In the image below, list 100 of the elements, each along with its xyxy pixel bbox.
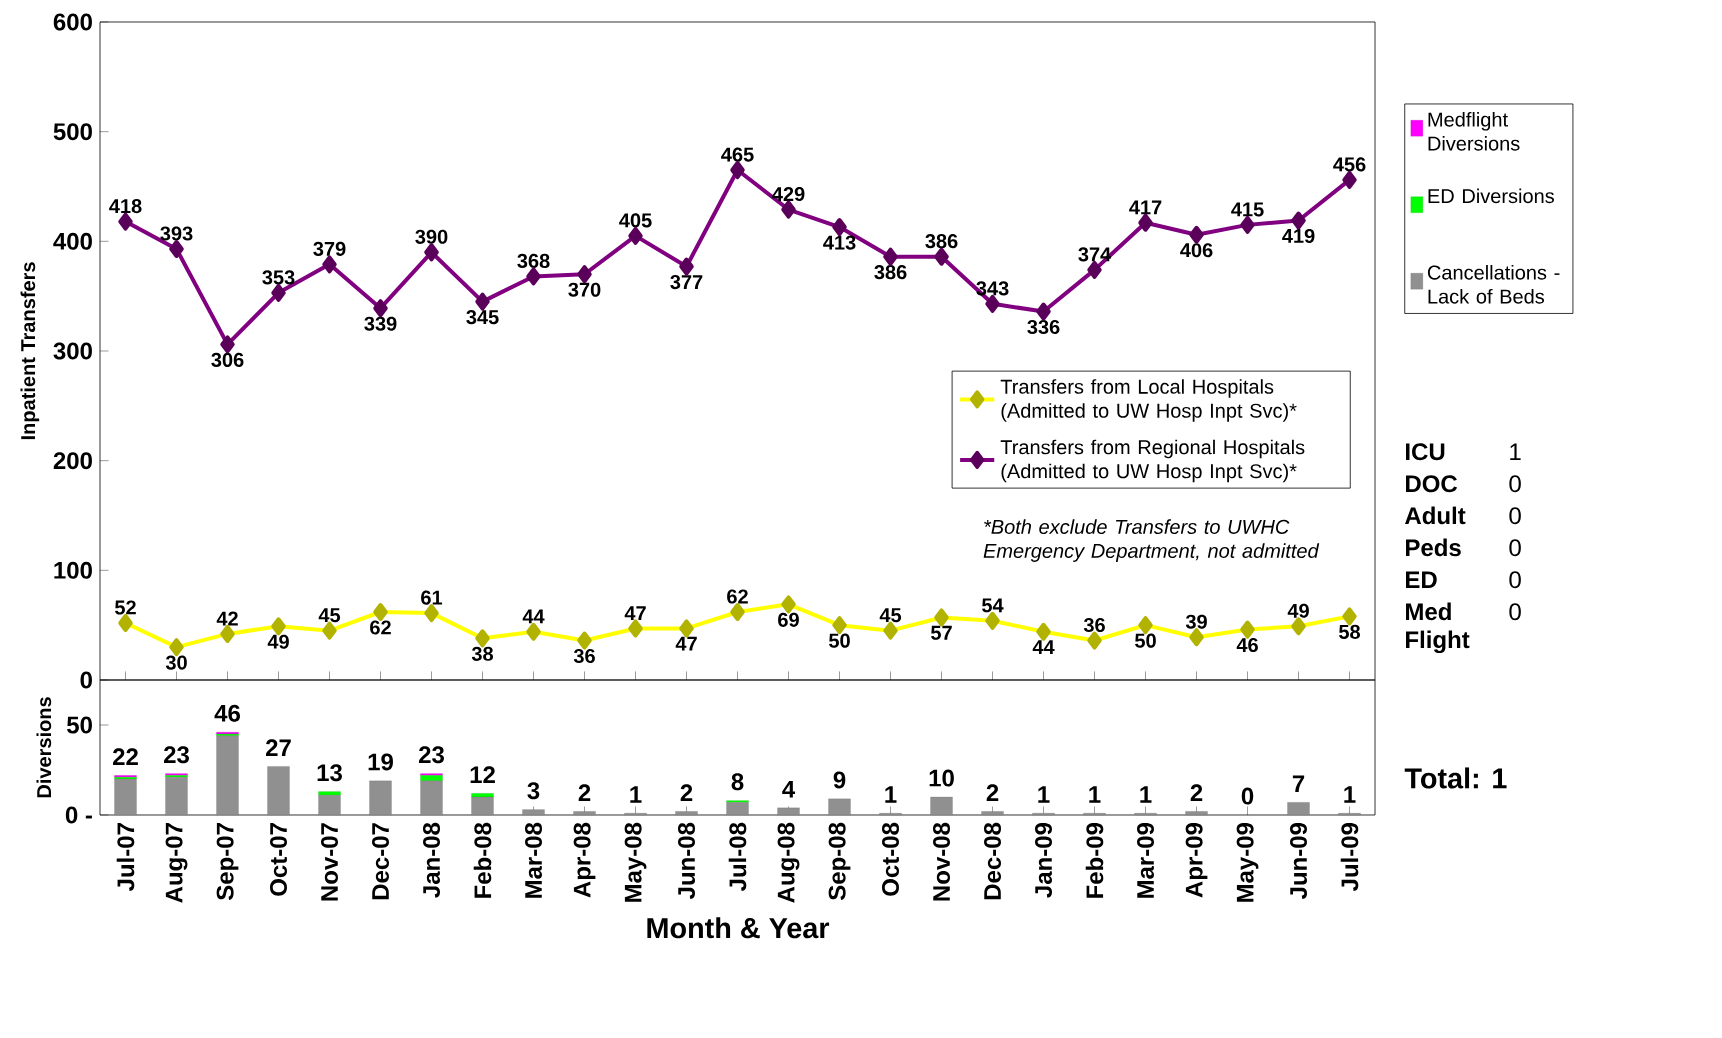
- data-label: 390: [415, 229, 448, 244]
- y-tick-label: 300: [53, 342, 92, 360]
- legend-label: Medflight Diversions: [1428, 111, 1520, 151]
- data-label: 418: [109, 199, 142, 214]
- data-label: 377: [670, 274, 703, 290]
- y-tick-label: 50: [66, 716, 92, 734]
- data-label: 345: [466, 310, 499, 325]
- total-label: 10: [929, 769, 954, 787]
- data-label: 336: [1027, 319, 1060, 335]
- data-label: 419: [1282, 228, 1315, 244]
- data-label: 36: [573, 648, 595, 664]
- text: 0: [1509, 507, 1521, 525]
- data-label: 47: [624, 606, 646, 621]
- total-label: 23: [419, 746, 444, 764]
- y-tick-label: 600: [53, 13, 92, 31]
- x-tick-label: Mar-09: [1137, 822, 1154, 898]
- y-tick-label: 100: [54, 561, 92, 579]
- text: Peds: [1406, 538, 1461, 557]
- data-label: 415: [1231, 202, 1264, 217]
- legend-label: Cancellations - Lack of Beds: [1427, 264, 1560, 304]
- x-tick-label: Oct-08: [882, 822, 899, 896]
- y-tick-label: 0 -: [65, 806, 92, 824]
- y-tick-label: 200: [53, 452, 92, 470]
- x-tick-label: Dec-07: [372, 823, 389, 900]
- x-axis-title: Month & Year: [647, 917, 830, 939]
- x-tick-label: Jul-09: [1340, 822, 1359, 892]
- y-tick-label: 400: [53, 232, 92, 250]
- data-label: 429: [772, 186, 805, 202]
- text: 0: [1509, 475, 1521, 493]
- total-label: 27: [266, 739, 291, 756]
- total-label: 1: [1140, 786, 1152, 803]
- x-tick-label: May-09: [1236, 822, 1259, 902]
- data-label: 405: [619, 213, 652, 228]
- y-axis-title: Diversions: [36, 697, 52, 798]
- total-label: 2: [986, 784, 999, 801]
- data-label: 50: [829, 633, 850, 648]
- x-tick-label: Oct-07: [270, 823, 287, 896]
- data-label: 368: [517, 253, 550, 269]
- total-label: 1: [630, 786, 642, 803]
- data-label: 49: [267, 634, 289, 649]
- x-tick-label: Nov-07: [321, 823, 338, 901]
- x-tick-label: Feb-08: [473, 822, 492, 898]
- data-label: 54: [982, 598, 1004, 613]
- total-label: 1: [885, 786, 897, 803]
- text: ED: [1406, 571, 1437, 588]
- x-tick-label: Dec-08: [984, 822, 1001, 900]
- data-label: 49: [1287, 603, 1309, 618]
- data-label: 42: [216, 611, 238, 626]
- data-label: 374: [1078, 247, 1112, 262]
- x-tick-label: Jun-08: [678, 822, 695, 900]
- total-label: 23: [164, 746, 189, 764]
- data-label: 36: [1083, 617, 1105, 633]
- data-label: 386: [925, 234, 958, 249]
- data-label: 50: [1135, 633, 1156, 648]
- text: Adult: [1405, 506, 1466, 525]
- data-label: 62: [370, 620, 391, 635]
- data-label: 46: [1236, 637, 1258, 653]
- x-tick-label: Sep-07: [216, 823, 239, 901]
- total-label: 0: [1241, 787, 1254, 805]
- data-label: 406: [1180, 243, 1213, 258]
- legend-label: Transfers from Local Hospitals (Admitted to UW Hosp Inpt Svc)*: [1000, 379, 1297, 422]
- total-label: 1: [1344, 786, 1356, 803]
- y-tick-label: 0: [80, 671, 92, 689]
- x-tick-label: Apr-08: [573, 822, 596, 898]
- total-label: 19: [368, 753, 393, 771]
- data-label: 30: [165, 655, 187, 670]
- data-label: 61: [421, 590, 443, 605]
- text: Med Flight: [1406, 602, 1470, 654]
- data-label: 386: [874, 265, 907, 280]
- data-label: 45: [318, 608, 341, 623]
- y-axis-title: Inpatient Transfers: [20, 262, 40, 440]
- total-label: 2: [1190, 784, 1203, 801]
- data-label: 370: [568, 282, 601, 297]
- text: ICU: [1406, 443, 1445, 461]
- data-label: 47: [675, 636, 697, 651]
- annotation: *Both exclude Transfers to UWHC Emergency Department, not admitted: [983, 519, 1320, 562]
- total-label: 2: [578, 784, 591, 801]
- x-tick-label: Aug-08: [777, 822, 800, 903]
- data-label: 339: [364, 316, 397, 331]
- data-label: 38: [471, 646, 494, 661]
- text: 0: [1509, 603, 1521, 621]
- text: 1: [1510, 443, 1521, 460]
- data-label: 465: [721, 147, 754, 162]
- legend-label: Transfers from Regional Hospitals (Admitted to UW Hosp Inpt Svc)*: [1000, 439, 1305, 483]
- legend-label: ED Diversions: [1428, 188, 1554, 204]
- data-label: 62: [727, 589, 748, 604]
- x-tick-label: Jan-08: [423, 822, 440, 898]
- text: DOC: [1406, 475, 1458, 493]
- total-label: 9: [833, 771, 846, 789]
- x-tick-label: Mar-08: [525, 822, 542, 898]
- data-label: 69: [778, 612, 799, 627]
- total-label: 4: [782, 780, 796, 798]
- x-tick-label: Jul-07: [116, 823, 135, 892]
- x-tick-label: Feb-09: [1085, 822, 1104, 898]
- x-tick-label: Jul-08: [728, 822, 747, 892]
- data-label: 417: [1129, 200, 1162, 215]
- total-label: 13: [317, 764, 342, 782]
- text: 0: [1509, 539, 1521, 557]
- data-label: 58: [1339, 624, 1361, 639]
- data-label: 343: [976, 281, 1009, 296]
